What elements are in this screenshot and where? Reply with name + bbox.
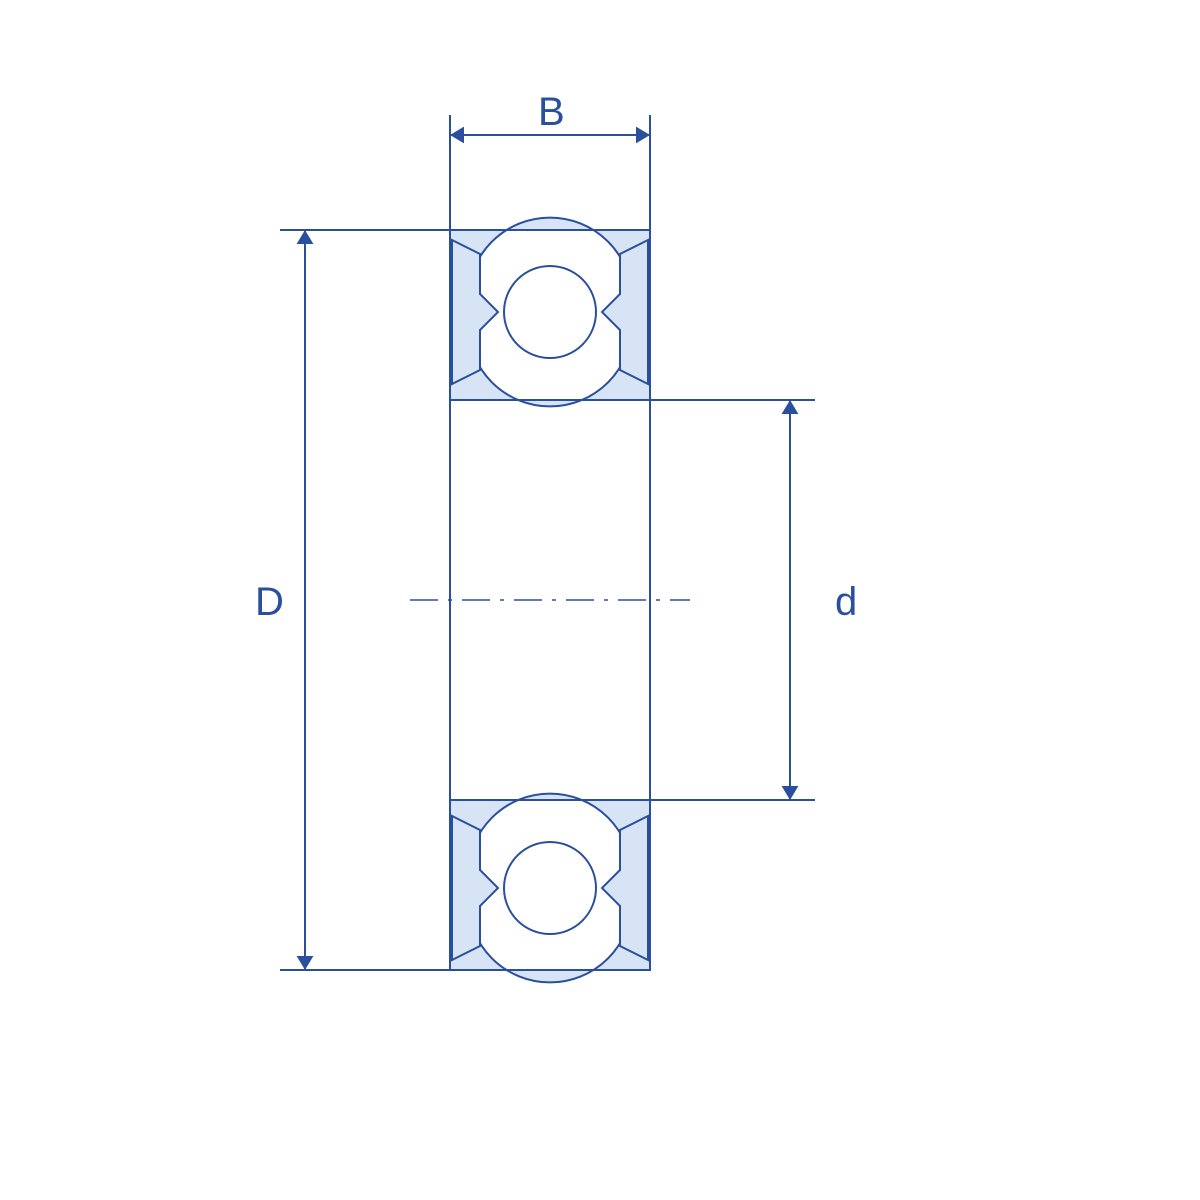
ball [504, 842, 596, 934]
bearing-diagram: B Dd [0, 0, 1200, 1200]
seal [602, 816, 648, 960]
seal [452, 816, 498, 960]
label-d: d [835, 580, 857, 624]
seal [452, 240, 498, 384]
arrowhead [297, 956, 314, 970]
label-B: B [538, 90, 565, 134]
arrowhead [782, 786, 799, 800]
arrowhead [782, 400, 799, 414]
ball [504, 266, 596, 358]
label-D: D [255, 580, 284, 624]
arrowhead [636, 127, 650, 144]
seal [602, 240, 648, 384]
arrowhead [297, 230, 314, 244]
arrowhead [450, 127, 464, 144]
